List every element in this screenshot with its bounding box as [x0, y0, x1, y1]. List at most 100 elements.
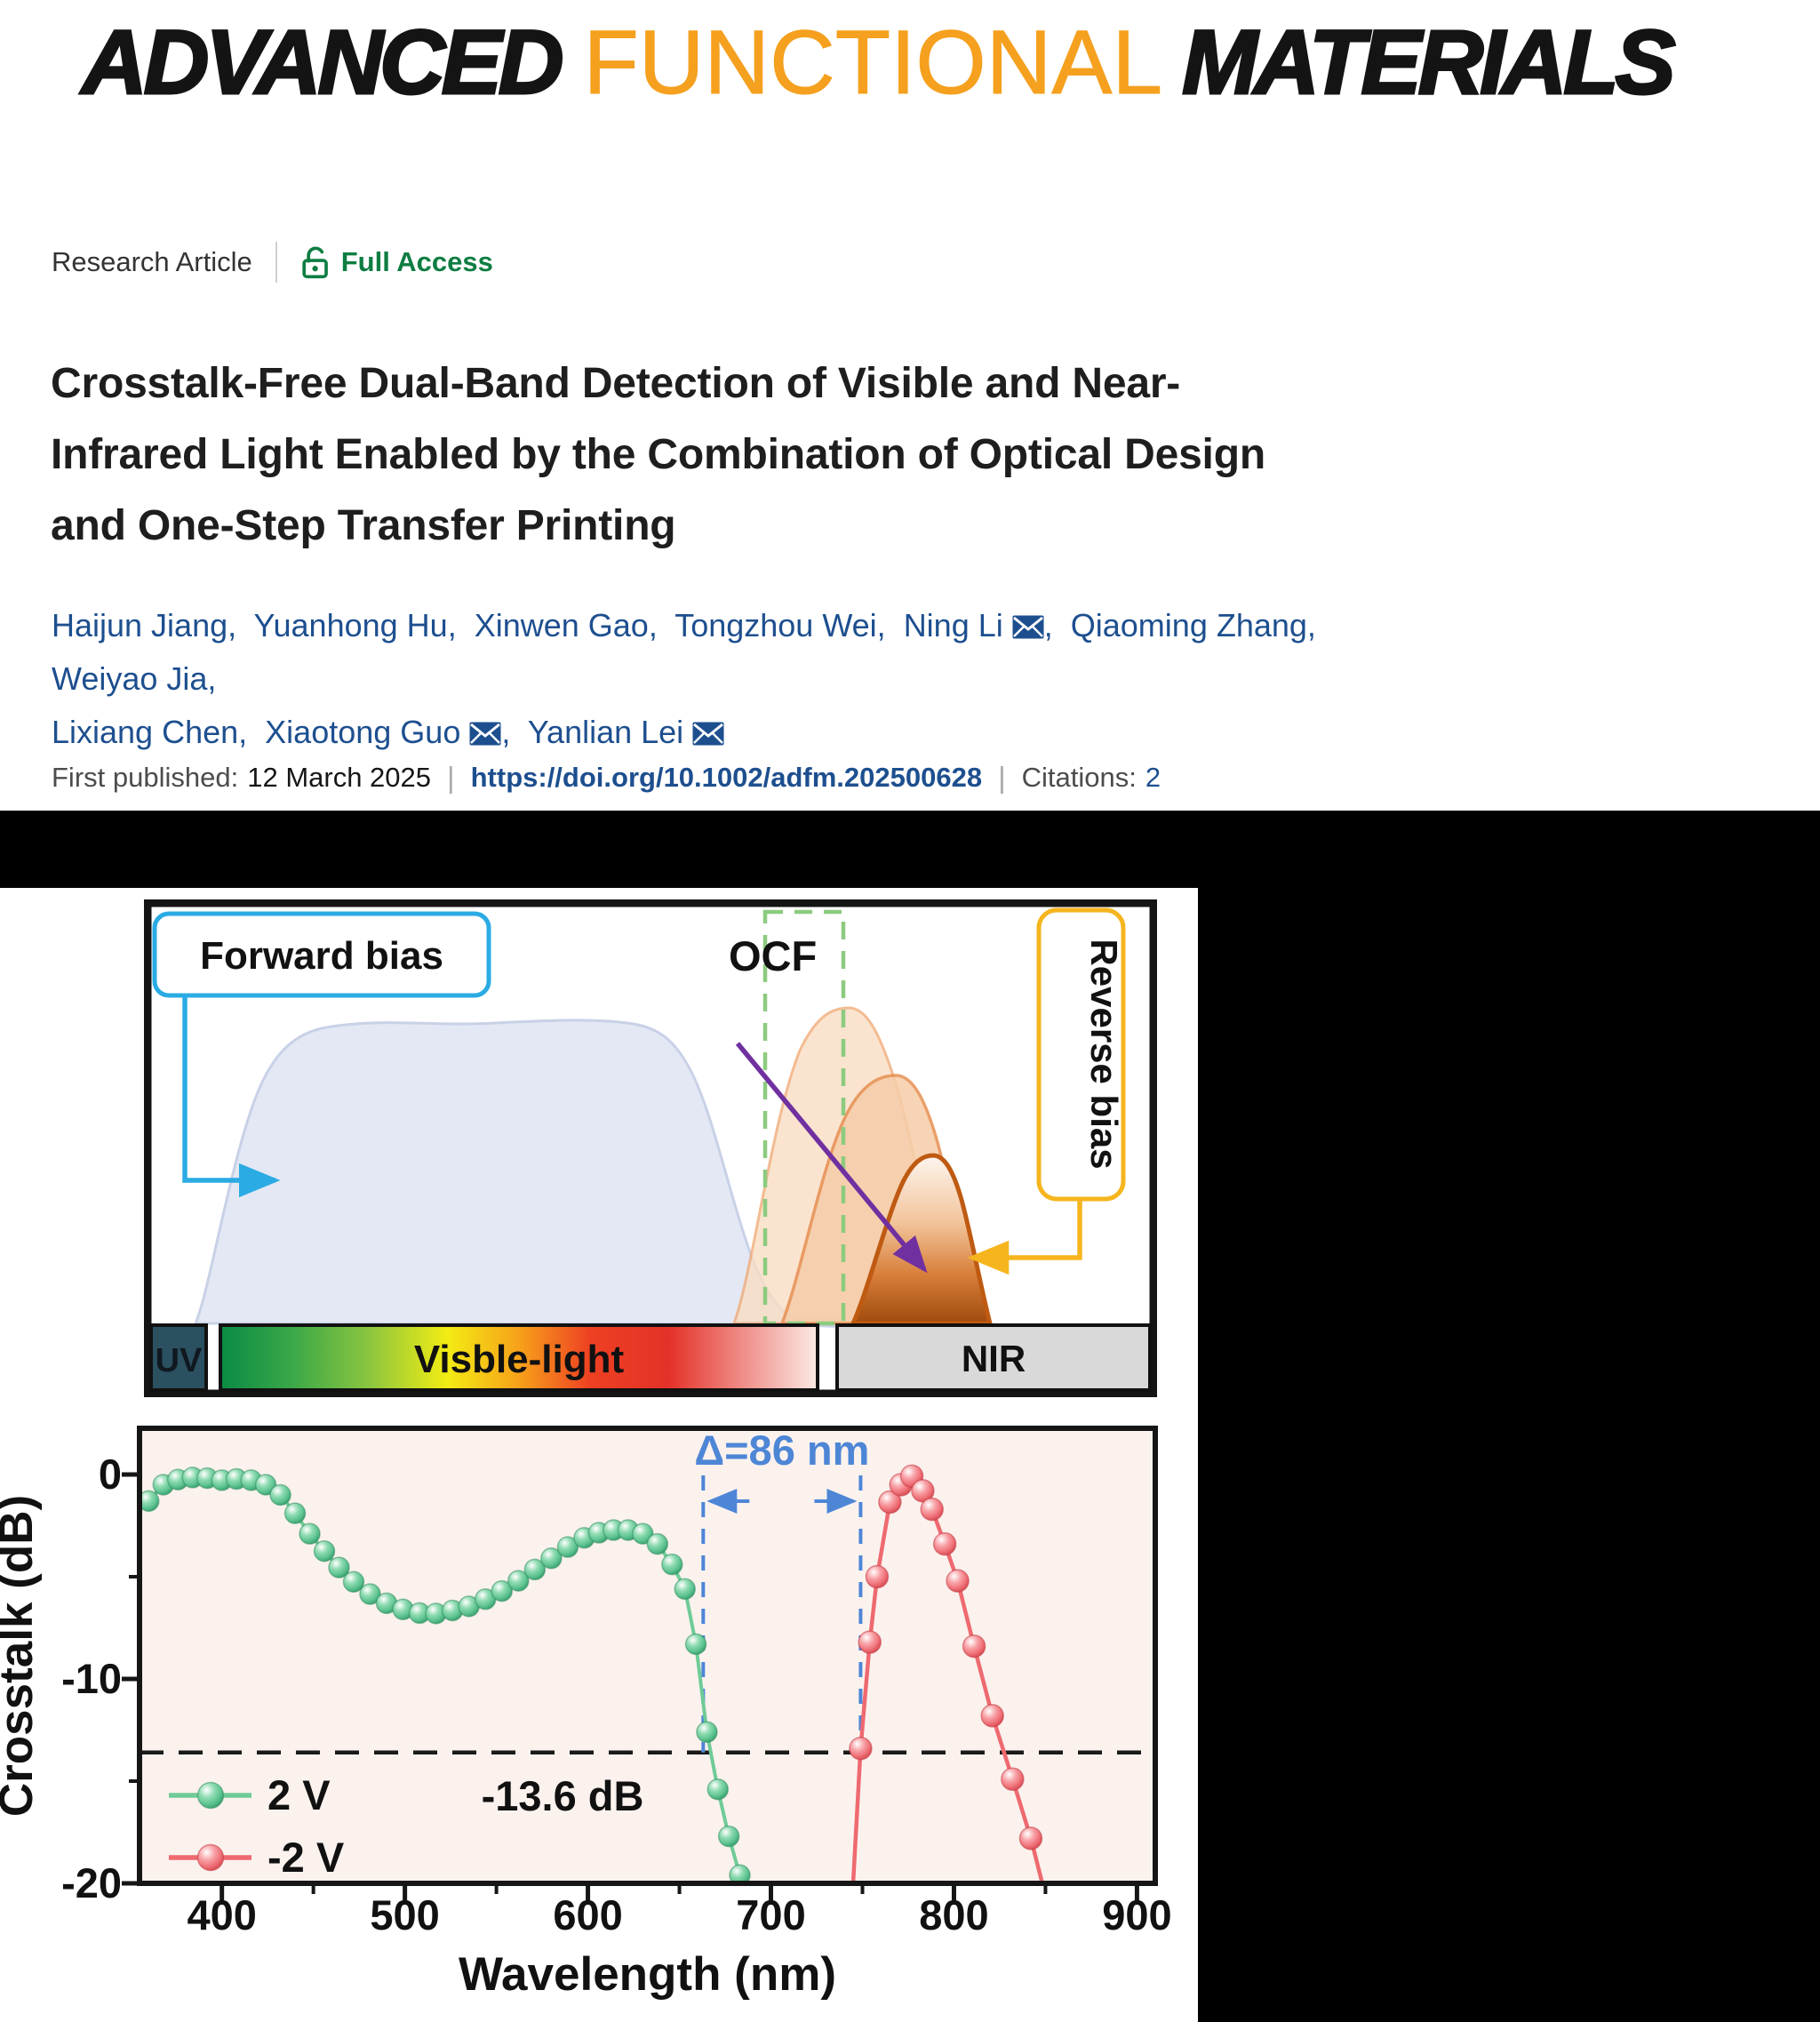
email-icon[interactable]	[469, 722, 501, 746]
reverse-bias-label: Reverse bias	[1083, 939, 1125, 1169]
data-point	[523, 1558, 547, 1581]
x-tick-label: 400	[187, 1891, 256, 1938]
data-point	[920, 1497, 944, 1522]
legend-marker	[196, 1781, 225, 1810]
figure-background: OCF Forward bias Reverse bias UV Visble-…	[0, 811, 1820, 2022]
author-separator: ,	[1043, 607, 1071, 643]
author-separator: ,	[1306, 607, 1325, 643]
delta-label: Δ=86 nm	[694, 1427, 869, 1474]
data-point	[717, 1825, 740, 1848]
journal-logo-materials: MATERIALS	[1181, 12, 1677, 113]
data-point	[849, 1736, 873, 1761]
x-tick-label: 700	[736, 1891, 805, 1938]
first-published-label: First published:	[52, 762, 239, 793]
nir-label: NIR	[962, 1338, 1026, 1379]
journal-logo-functional: FUNCTIONAL	[583, 12, 1163, 113]
citations-count: 2	[1145, 762, 1161, 793]
y-tick-label: -10	[61, 1655, 122, 1702]
data-point	[661, 1553, 683, 1576]
visible-segment	[219, 1323, 819, 1392]
ocf-label: OCF	[729, 932, 817, 979]
series-2V	[140, 1467, 751, 1883]
series--2V	[849, 1464, 1045, 1883]
article-meta: Research Article Full Access	[52, 242, 493, 283]
data-point	[328, 1556, 350, 1578]
publication-line: First published: 12 March 2025 | https:/…	[52, 761, 1161, 795]
author-name[interactable]: Lixiang Chen	[52, 714, 239, 750]
data-point	[299, 1522, 321, 1545]
open-lock-icon	[302, 246, 328, 279]
x-axis-title: Wavelength (nm)	[459, 1948, 836, 2001]
author-separator: ,	[447, 607, 475, 643]
article-type-label: Research Article	[52, 246, 252, 277]
graphical-abstract-figure[interactable]: OCF Forward bias Reverse bias UV Visble-…	[0, 888, 1198, 2022]
author-name[interactable]: Weiyao Jia	[52, 660, 208, 697]
author-name[interactable]: Ning Li	[903, 607, 1003, 643]
author-separator: ,	[648, 607, 675, 643]
data-point	[269, 1483, 291, 1507]
data-point	[980, 1704, 1004, 1728]
meta-divider	[275, 242, 277, 283]
journal-logo-advanced: ADVANCED	[80, 12, 564, 113]
shift-arrow	[735, 1042, 928, 1274]
x-tick-label: 800	[919, 1891, 988, 1938]
author-separator: ,	[207, 660, 226, 697]
publine-separator: |	[998, 761, 1006, 794]
uv-label: UV	[156, 1342, 203, 1379]
data-point	[342, 1570, 365, 1593]
uv-segment	[149, 1323, 208, 1392]
x-tick-label: 500	[370, 1891, 439, 1938]
doi-link[interactable]: https://doi.org/10.1002/adfm.202500628	[470, 762, 983, 793]
plot-border	[137, 1426, 1158, 1886]
email-icon[interactable]	[692, 722, 724, 746]
data-point	[140, 1490, 160, 1513]
data-point	[946, 1569, 970, 1593]
spectra-diagram: OCF Forward bias Reverse bias UV Visble-…	[144, 899, 1157, 1397]
nir-segment	[835, 1323, 1152, 1392]
data-point	[858, 1630, 882, 1654]
forward-bias-connector	[182, 995, 281, 1198]
author-name[interactable]: Xiaotong Guo	[265, 714, 461, 750]
y-tick-label: -20	[61, 1859, 122, 1906]
threshold-label: -13.6 dB	[482, 1772, 644, 1819]
author-name[interactable]: Qiaoming Zhang	[1070, 607, 1307, 643]
first-published-date: 12 March 2025	[247, 762, 432, 793]
full-access-badge: Full Access	[300, 244, 493, 280]
legend-label: -2 V	[267, 1834, 345, 1881]
spectrum-bar: UV Visble-light NIR	[149, 1323, 1152, 1392]
data-point	[962, 1634, 986, 1658]
author-name[interactable]: Xinwen Gao	[474, 607, 649, 643]
forward-bias-box	[152, 911, 491, 998]
article-title: Crosstalk-Free Dual-Band Detection of Vi…	[51, 360, 1265, 550]
data-point	[878, 1490, 902, 1515]
reverse-bias-connector	[967, 1199, 1082, 1275]
author-separator: ,	[501, 714, 528, 750]
y-tick-label: 0	[99, 1451, 122, 1498]
data-point	[684, 1633, 707, 1656]
publine-separator: |	[447, 761, 455, 794]
data-point	[932, 1531, 957, 1556]
data-point	[865, 1564, 890, 1589]
data-point	[646, 1532, 669, 1555]
author-name[interactable]: Tongzhou Wei	[675, 607, 877, 643]
data-point	[674, 1578, 696, 1601]
author-name[interactable]: Yuanhong Hu	[253, 607, 448, 643]
data-point	[696, 1721, 718, 1744]
authors-line: Haijun Jiang, Yuanhong Hu, Xinwen Gao, T…	[52, 599, 1385, 759]
author-separator: ,	[238, 714, 266, 750]
author-name[interactable]: Haijun Jiang	[52, 607, 228, 643]
email-icon[interactable]	[1012, 615, 1044, 639]
data-point	[1018, 1826, 1043, 1850]
legend-label: 2 V	[267, 1771, 331, 1818]
data-point	[313, 1539, 336, 1562]
y-axis-title: Crosstalk (dB)	[0, 1495, 43, 1817]
x-tick-label: 600	[553, 1891, 622, 1938]
plot-area	[140, 1428, 1155, 1883]
data-point	[540, 1547, 563, 1570]
journal-logo: ADVANCED FUNCTIONAL MATERIALS	[80, 16, 1677, 109]
x-tick-label: 900	[1102, 1891, 1171, 1938]
data-point	[1001, 1767, 1025, 1791]
author-name[interactable]: Yanlian Lei	[527, 714, 684, 750]
data-point	[706, 1778, 730, 1801]
